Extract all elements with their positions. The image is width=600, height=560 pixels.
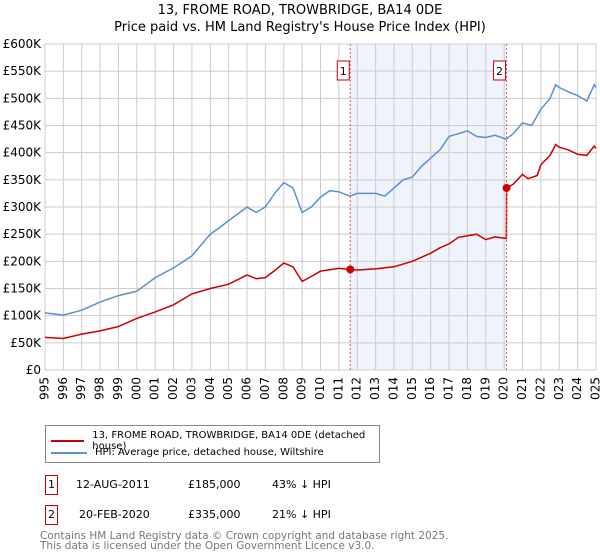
x-tick-label: 2018 (460, 377, 474, 400)
y-tick-label: £250K (3, 227, 43, 241)
footer: Contains HM Land Registry data © Crown c… (40, 530, 449, 552)
marker-badge: 2 (45, 505, 58, 525)
x-tick-label: 2015 (405, 377, 419, 400)
x-tick-label: 2010 (313, 377, 327, 400)
marker-label: 1 (340, 65, 347, 78)
footer-line: Contains HM Land Registry data © Crown c… (40, 530, 449, 542)
x-tick-label: 2016 (423, 377, 437, 400)
x-tick-label: 2022 (533, 377, 547, 400)
marker-badge (336, 60, 350, 81)
footer-line: This data is licensed under the Open Gov… (40, 540, 375, 552)
x-tick-label: 1999 (111, 377, 125, 400)
y-tick-label: £400K (3, 146, 43, 160)
y-tick-label: £150K (3, 282, 43, 296)
chart-subtitle: Price paid vs. HM Land Registry's House … (114, 20, 486, 35)
marker-label: 2 (496, 65, 503, 78)
marker-badge: 1 (45, 475, 58, 495)
x-tick-label: 2024 (570, 377, 584, 400)
x-tick-label: 2001 (148, 377, 162, 400)
legend: 13, FROME ROAD, TROWBRIDGE, BA14 0DE (de… (45, 425, 380, 463)
x-tick-label: 1998 (93, 377, 107, 400)
y-tick-label: £550K (3, 64, 43, 78)
transaction-date: 12-AUG-2011 (76, 478, 150, 491)
x-tick-label: 2002 (166, 377, 180, 400)
x-tick-label: 2009 (295, 377, 309, 400)
transaction-row: 2 20-FEB-2020 £335,000 21% ↓ HPI (45, 505, 445, 527)
series-line (44, 83, 597, 316)
x-tick-label: 2004 (203, 377, 217, 400)
transaction-hpi: 21% ↓ HPI (272, 508, 331, 521)
chart-title: 13, FROME ROAD, TROWBRIDGE, BA14 0DE (157, 3, 443, 18)
legend-item-property: 13, FROME ROAD, TROWBRIDGE, BA14 0DE (de… (51, 430, 379, 452)
y-tick-label: £100K (3, 309, 43, 323)
x-tick-label: 2014 (386, 377, 400, 400)
sale-point (346, 265, 355, 274)
x-tick-label: 1996 (56, 377, 70, 400)
x-tick-label: 2000 (129, 377, 143, 400)
legend-swatch-blue (51, 451, 87, 454)
x-tick-label: 2003 (184, 377, 198, 400)
x-tick-label: 2013 (368, 377, 382, 400)
y-tick-label: £0 (26, 363, 41, 377)
y-tick-label: £350K (3, 173, 43, 187)
transaction-date: 20-FEB-2020 (79, 508, 150, 521)
x-tick-label: 2012 (350, 377, 364, 400)
y-tick-label: £200K (3, 254, 43, 268)
transaction-price: £335,000 (188, 508, 241, 521)
legend-swatch-red (51, 440, 85, 442)
legend-item-hpi: HPI: Average price, detached house, Wilt… (51, 447, 324, 458)
x-tick-label: 2019 (478, 377, 492, 400)
sale-point (502, 183, 511, 192)
x-tick-label: 2023 (552, 377, 566, 400)
x-tick-label: 2021 (515, 377, 529, 400)
y-tick-label: £600K (3, 37, 43, 51)
legend-label: HPI: Average price, detached house, Wilt… (95, 447, 324, 458)
y-tick-label: £500K (3, 91, 43, 105)
transaction-hpi: 43% ↓ HPI (272, 478, 331, 491)
x-tick-label: 2007 (258, 377, 272, 400)
legend-label: 13, FROME ROAD, TROWBRIDGE, BA14 0DE (de… (92, 430, 366, 452)
x-tick-label: 2005 (221, 377, 235, 400)
series-line (44, 143, 597, 340)
x-tick-label: 2011 (331, 377, 345, 400)
x-tick-label: 2006 (240, 377, 254, 400)
y-tick-label: £300K (3, 200, 43, 214)
price-chart: 1995 1996 1997 1998 1999 2000 2001 2002 2003 2004… (3, 37, 600, 400)
marker-badge (493, 60, 507, 81)
x-tick-label: 1997 (74, 377, 88, 400)
x-tick-label: 1995 (38, 377, 52, 400)
y-tick-label: £50K (10, 336, 42, 350)
x-tick-label: 2020 (497, 377, 511, 400)
x-tick-label: 2025 (589, 377, 600, 400)
x-tick-label: 2017 (442, 377, 456, 400)
y-tick-label: £450K (3, 119, 43, 133)
x-tick-label: 2008 (276, 377, 290, 400)
transaction-row: 1 12-AUG-2011 £185,000 43% ↓ HPI (45, 475, 445, 497)
transaction-price: £185,000 (188, 478, 241, 491)
